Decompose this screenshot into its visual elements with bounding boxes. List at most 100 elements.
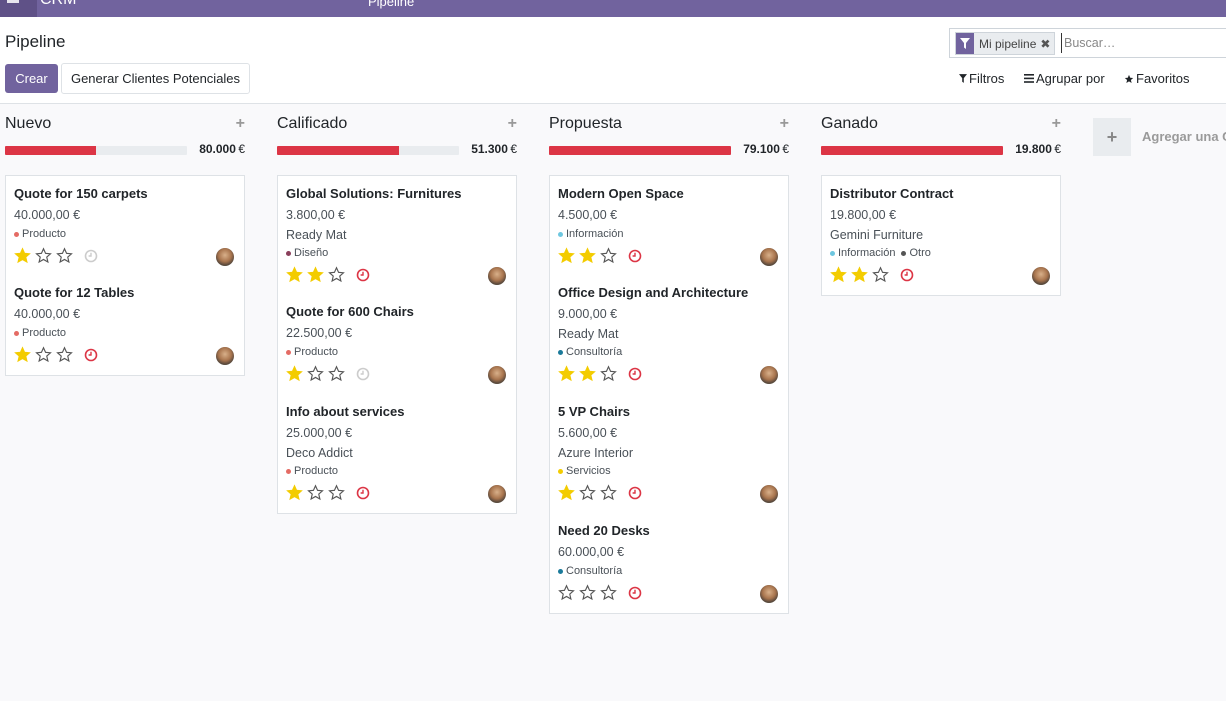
lead-card[interactable]: Distributor Contract 19.800,00 € Gemini Fu… <box>821 175 1061 296</box>
avatar[interactable] <box>1032 267 1050 285</box>
progress-fill <box>277 146 399 155</box>
star-filled-icon[interactable] <box>286 484 303 506</box>
lead-card[interactable]: Info about services 25.000,00 € Deco Addic… <box>277 394 517 514</box>
star-empty-icon[interactable] <box>600 247 617 269</box>
quick-create-button[interactable]: + <box>235 115 245 132</box>
star-filled-icon[interactable] <box>830 266 847 288</box>
navbar-menu-item[interactable]: Pipeline <box>368 0 415 9</box>
star-empty-icon[interactable] <box>56 346 73 368</box>
generate-leads-button[interactable]: Generar Clientes Potenciales <box>61 63 250 94</box>
column-header: Propuesta +79.100 € <box>549 103 789 175</box>
column-total: 19.800 € <box>1015 142 1061 156</box>
column-progress-bar[interactable] <box>5 146 187 155</box>
progress-fill <box>821 146 1003 155</box>
star-empty-icon[interactable] <box>579 484 596 506</box>
star-empty-icon[interactable] <box>600 484 617 506</box>
tag: Información <box>830 247 895 259</box>
card-partner: Azure Interior <box>558 446 634 460</box>
column-title[interactable]: Propuesta <box>549 115 622 132</box>
star-filled-icon[interactable] <box>14 346 31 368</box>
avatar[interactable] <box>216 347 234 365</box>
star-filled-icon[interactable] <box>558 247 575 269</box>
star-empty-icon[interactable] <box>600 584 617 606</box>
star-filled-icon[interactable] <box>286 266 303 288</box>
apps-menu-icon[interactable] <box>0 0 37 17</box>
column-progress-bar[interactable] <box>277 146 459 155</box>
priority-stars <box>286 266 345 288</box>
star-filled-icon[interactable] <box>558 365 575 387</box>
group-by-button[interactable]: Agrupar por <box>1024 71 1105 86</box>
lead-card[interactable]: Quote for 150 carpets 40.000,00 € Producto <box>5 175 245 277</box>
star-empty-icon[interactable] <box>600 365 617 387</box>
lead-card[interactable]: Global Solutions: Furnitures 3.800,00 € Re… <box>277 175 517 296</box>
star-filled-icon[interactable] <box>558 484 575 506</box>
create-button[interactable]: Crear <box>5 64 58 93</box>
quick-create-button[interactable]: + <box>507 115 517 132</box>
star-empty-icon[interactable] <box>56 247 73 269</box>
star-filled-icon[interactable] <box>307 266 324 288</box>
column-title[interactable]: Calificado <box>277 115 348 132</box>
quick-create-button[interactable]: + <box>779 115 789 132</box>
card-amount: 3.800,00 € <box>286 208 346 222</box>
star-filled-icon[interactable] <box>579 365 596 387</box>
activity-overdue-clock-icon[interactable] <box>356 486 370 500</box>
star-empty-icon[interactable] <box>328 365 345 387</box>
lead-card[interactable]: Office Design and Architecture 9.000,00 €… <box>549 275 789 395</box>
close-icon[interactable]: ✖ <box>1040 36 1051 51</box>
column-total-currency: € <box>510 142 517 156</box>
avatar[interactable] <box>216 248 234 266</box>
activity-clock-icon[interactable] <box>84 249 98 263</box>
avatar[interactable] <box>760 248 778 266</box>
column-total-amount: 79.100 <box>743 142 780 156</box>
filters-button[interactable]: Filtros <box>959 71 1004 86</box>
search-input[interactable] <box>1061 33 1226 53</box>
tag-color-dot <box>286 349 291 355</box>
avatar[interactable] <box>760 585 778 603</box>
activity-overdue-clock-icon[interactable] <box>900 268 914 282</box>
column-progress-bar[interactable] <box>549 146 731 155</box>
app-brand[interactable]: CRM <box>40 0 76 8</box>
star-empty-icon[interactable] <box>579 584 596 606</box>
lead-card[interactable]: Quote for 600 Chairs 22.500,00 € Producto <box>277 294 517 395</box>
lead-card[interactable]: Quote for 12 Tables 40.000,00 € Producto <box>5 275 245 376</box>
star-empty-icon[interactable] <box>307 484 324 506</box>
quick-create-button[interactable]: + <box>1051 115 1061 132</box>
card-title: Info about services <box>286 404 405 419</box>
add-column-label[interactable]: Agregar una Columna <box>1142 129 1226 144</box>
star-empty-icon[interactable] <box>872 266 889 288</box>
tag-label: Información <box>566 228 624 240</box>
card-title: Quote for 150 carpets <box>14 186 148 201</box>
star-empty-icon[interactable] <box>307 365 324 387</box>
avatar[interactable] <box>760 366 778 384</box>
activity-overdue-clock-icon[interactable] <box>84 348 98 362</box>
column-title[interactable]: Ganado <box>821 115 878 132</box>
star-empty-icon[interactable] <box>328 484 345 506</box>
star-filled-icon[interactable] <box>286 365 303 387</box>
add-column-button[interactable]: + <box>1093 118 1131 156</box>
avatar[interactable] <box>488 366 506 384</box>
activity-overdue-clock-icon[interactable] <box>628 249 642 263</box>
column-progress-bar[interactable] <box>821 146 1003 155</box>
favorites-button[interactable]: Favoritos <box>1124 71 1189 86</box>
star-empty-icon[interactable] <box>558 584 575 606</box>
star-filled-icon[interactable] <box>579 247 596 269</box>
activity-clock-icon[interactable] <box>356 367 370 381</box>
avatar[interactable] <box>760 485 778 503</box>
avatar[interactable] <box>488 267 506 285</box>
activity-overdue-clock-icon[interactable] <box>628 367 642 381</box>
star-filled-icon[interactable] <box>14 247 31 269</box>
star-empty-icon[interactable] <box>35 247 52 269</box>
activity-overdue-clock-icon[interactable] <box>356 268 370 282</box>
card-amount: 40.000,00 € <box>14 307 81 321</box>
star-empty-icon[interactable] <box>328 266 345 288</box>
lead-card[interactable]: 5 VP Chairs 5.600,00 € Azure Interior Servi… <box>549 394 789 514</box>
activity-overdue-clock-icon[interactable] <box>628 486 642 500</box>
activity-overdue-clock-icon[interactable] <box>628 586 642 600</box>
tag-color-dot <box>830 250 835 256</box>
lead-card[interactable]: Modern Open Space 4.500,00 € Información <box>549 175 789 277</box>
star-filled-icon[interactable] <box>851 266 868 288</box>
lead-card[interactable]: Need 20 Desks 60.000,00 € Consultoría <box>549 513 789 614</box>
column-title[interactable]: Nuevo <box>5 115 52 132</box>
avatar[interactable] <box>488 485 506 503</box>
star-empty-icon[interactable] <box>35 346 52 368</box>
